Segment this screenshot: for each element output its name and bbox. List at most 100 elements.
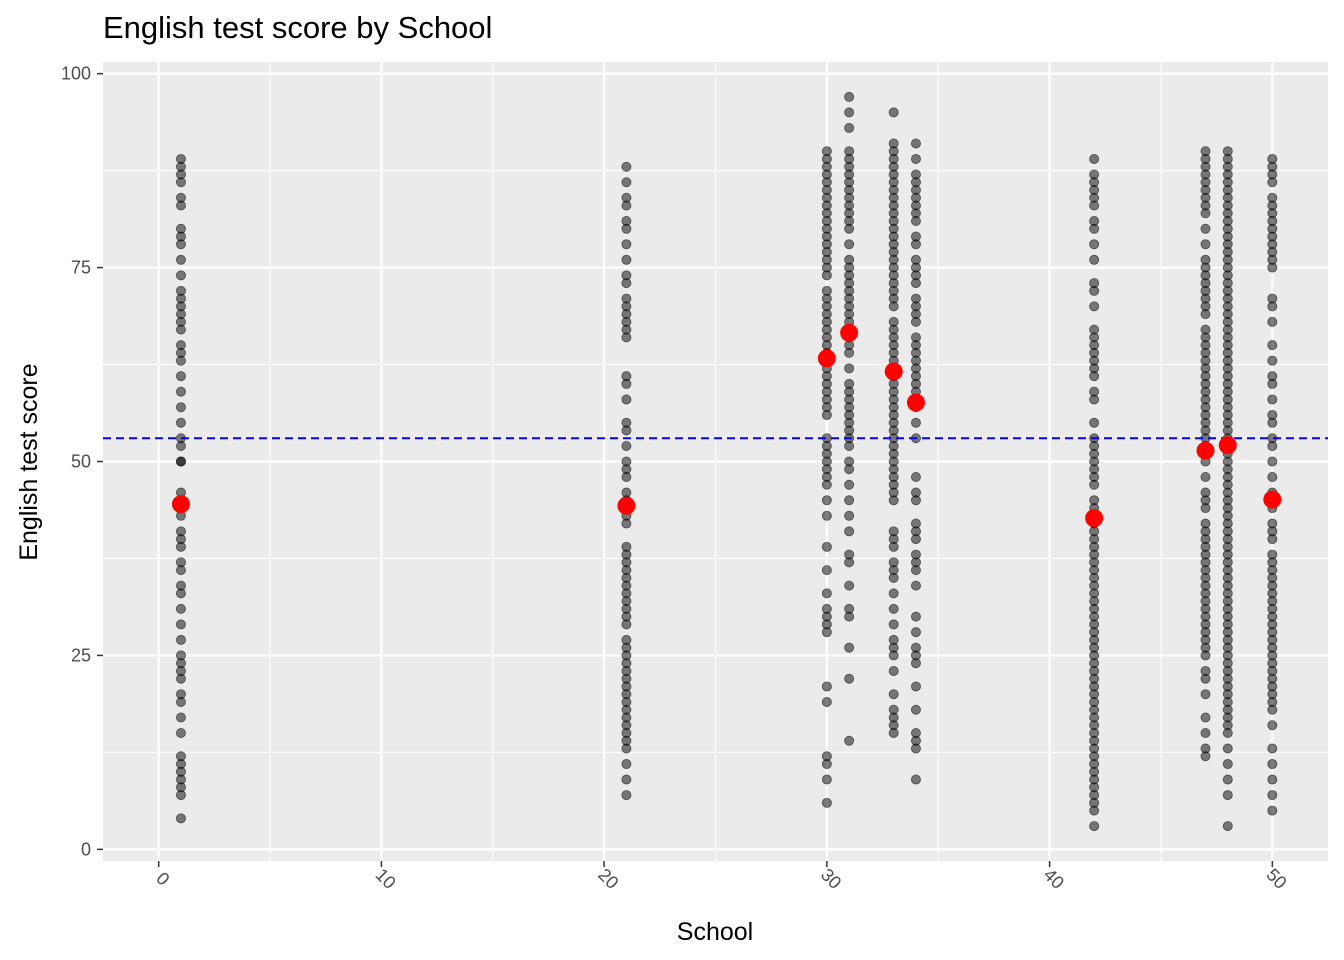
data-point — [910, 743, 921, 754]
school-mean-point — [1196, 441, 1215, 460]
data-point — [175, 355, 186, 366]
school-mean-point — [1263, 490, 1282, 509]
data-point — [888, 572, 899, 583]
data-point — [888, 107, 899, 118]
data-point — [1200, 728, 1211, 739]
data-point — [621, 223, 632, 234]
data-point — [175, 565, 186, 576]
data-point — [175, 386, 186, 397]
data-point — [821, 797, 832, 808]
data-point — [910, 153, 921, 164]
minor-gridlines — [103, 62, 1328, 861]
data-point — [1267, 534, 1278, 545]
data-point — [621, 425, 632, 436]
school-mean-point — [617, 496, 636, 515]
data-point — [621, 472, 632, 483]
data-point — [910, 774, 921, 785]
data-point — [175, 634, 186, 645]
x-tick-label: 40 — [1040, 865, 1068, 893]
axis-ticks — [97, 72, 1274, 867]
data-point — [844, 673, 855, 684]
data-point — [1222, 759, 1233, 770]
data-point — [1267, 456, 1278, 467]
data-point — [1267, 417, 1278, 428]
data-point — [910, 627, 921, 638]
data-point — [621, 177, 632, 188]
y-tick-label: 25 — [71, 645, 91, 665]
data-point — [844, 122, 855, 133]
data-point — [910, 658, 921, 669]
data-point — [1267, 177, 1278, 188]
data-point — [621, 239, 632, 250]
data-point — [910, 495, 921, 506]
data-point — [175, 813, 186, 824]
data-point — [1267, 790, 1278, 801]
data-point — [821, 510, 832, 521]
data-point — [821, 565, 832, 576]
data-point — [910, 580, 921, 591]
data-point — [1267, 301, 1278, 312]
y-axis-tick-labels: 0 25 50 75 100 — [61, 64, 91, 860]
data-point — [844, 363, 855, 374]
data-point — [175, 790, 186, 801]
data-point — [621, 619, 632, 630]
data-point — [1222, 790, 1233, 801]
y-tick-label: 75 — [71, 258, 91, 278]
data-point — [175, 619, 186, 630]
school-mean-point — [884, 362, 903, 381]
school-mean-points — [171, 323, 1282, 528]
data-point — [844, 557, 855, 568]
school-mean-point — [906, 393, 925, 412]
data-point — [888, 603, 899, 614]
data-point — [821, 696, 832, 707]
data-point — [821, 479, 832, 490]
data-point — [821, 588, 832, 599]
data-point — [175, 417, 186, 428]
data-point — [175, 456, 186, 467]
data-point — [888, 689, 899, 700]
data-point — [175, 324, 186, 335]
data-point — [621, 759, 632, 770]
data-point — [844, 510, 855, 521]
data-point — [1200, 673, 1211, 684]
data-point — [175, 603, 186, 614]
data-point — [821, 627, 832, 638]
data-point — [1267, 378, 1278, 389]
data-point — [1089, 254, 1100, 265]
data-point — [821, 541, 832, 552]
data-point — [888, 541, 899, 552]
data-point — [910, 417, 921, 428]
data-point — [175, 371, 186, 382]
chart-title: English test score by School — [103, 10, 493, 45]
data-point — [1267, 340, 1278, 351]
y-tick-label: 50 — [71, 452, 91, 472]
data-point — [175, 588, 186, 599]
data-point — [621, 790, 632, 801]
data-point — [844, 239, 855, 250]
x-tick-label: 50 — [1262, 865, 1290, 893]
data-point — [1200, 650, 1211, 661]
data-point — [821, 774, 832, 785]
data-point — [910, 472, 921, 483]
data-point — [621, 332, 632, 343]
data-point — [1089, 821, 1100, 832]
data-point — [1089, 805, 1100, 816]
data-point — [175, 673, 186, 684]
data-point — [1222, 774, 1233, 785]
data-point — [910, 316, 921, 327]
data-point — [621, 200, 632, 211]
y-tick-label: 100 — [61, 64, 91, 84]
data-point — [621, 394, 632, 405]
data-point — [1200, 689, 1211, 700]
school-mean-point — [1085, 509, 1104, 528]
data-point — [1267, 472, 1278, 483]
data-point — [621, 774, 632, 785]
data-point — [1200, 239, 1211, 250]
data-point — [844, 107, 855, 118]
data-point — [175, 254, 186, 265]
data-point — [844, 479, 855, 490]
data-point — [910, 278, 921, 289]
data-point — [844, 347, 855, 358]
data-point — [1267, 440, 1278, 451]
data-point — [175, 712, 186, 723]
